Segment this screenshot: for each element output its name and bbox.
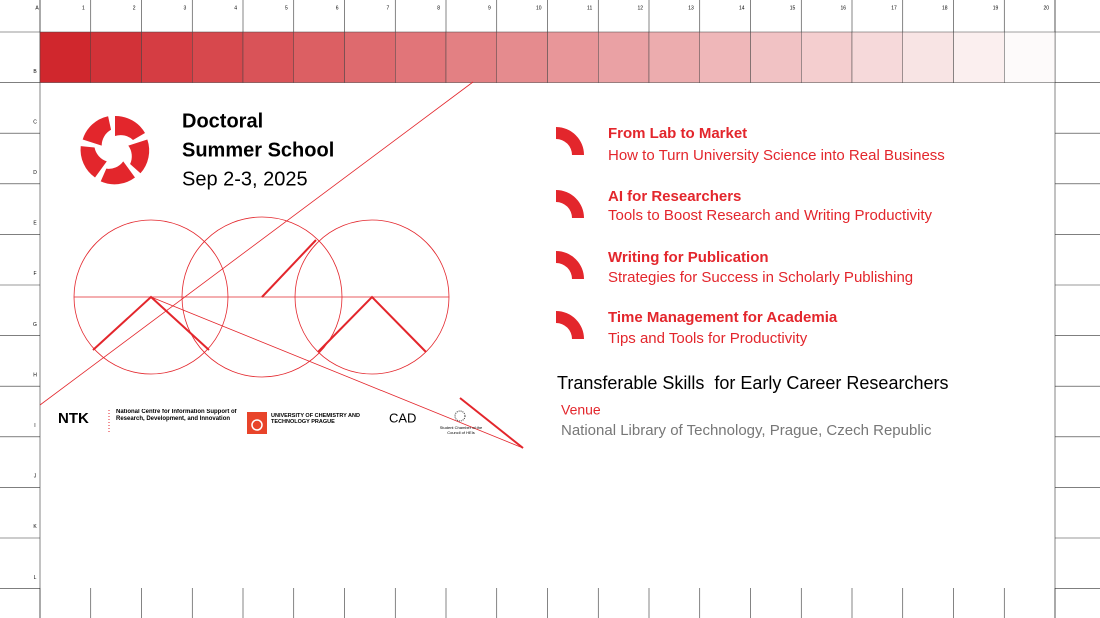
uct-logo [247,412,267,434]
session-icon [556,127,584,155]
title: Summer School [182,139,334,161]
swatch [750,31,802,83]
swatch [192,31,244,83]
column-label: 4 [234,5,237,11]
venue: National Library of Technology, Prague, … [561,422,932,439]
column-label: 16 [840,5,846,11]
column-label: 17 [891,5,897,11]
row-label: A [35,5,39,11]
logo-petal [115,115,145,140]
column-label: 1 [82,5,85,11]
row-label: J [34,474,37,480]
logo [80,115,150,185]
session-icon [556,251,584,279]
row-label: L [34,575,37,581]
swatch [801,31,853,83]
geometry [39,81,524,449]
swatch [1004,31,1056,83]
swatch [851,31,903,83]
column-label: 8 [437,5,440,11]
column-label: 18 [942,5,948,11]
column-label: 20 [1043,5,1049,11]
column-label: 3 [183,5,186,11]
uct-logo [251,419,263,431]
column-label: 15 [790,5,796,11]
swatch [242,31,294,83]
ntk-text: National Centre for Information Support … [116,409,237,422]
color-strip [39,31,1056,83]
swatch [90,31,142,83]
column-label: 5 [285,5,288,11]
session-icon [556,311,584,339]
row-label: E [33,221,37,227]
swatch [39,31,91,83]
row-label: C [33,119,37,125]
swatch [699,31,751,83]
cad-logo: CAD [389,410,416,425]
ntk-logo: NTK [58,410,89,427]
line [150,296,524,449]
session-title: AI for Researchers [608,188,741,205]
session-subtitle: Tips and Tools for Productivity [608,330,808,347]
row-label: K [33,524,37,530]
logo-petal [128,139,150,174]
swatch [293,31,345,83]
logo-petal [80,146,107,178]
session-subtitle: Tools to Boost Research and Writing Prod… [608,207,933,224]
column-label: 12 [637,5,643,11]
logo-petal [100,161,135,185]
program: Transferable Skills for Early Career Res… [557,373,948,393]
logo-petal [82,116,112,146]
swatch [445,31,497,83]
column-label: 14 [739,5,745,11]
column-label: 13 [688,5,694,11]
chamber-logo [454,410,466,422]
column-label: 6 [336,5,339,11]
chamber-text: Student Chamber of the Council of HEIs [439,425,483,435]
session-title: Time Management for Academia [608,309,838,326]
row-label: I [34,423,35,429]
row-label: H [33,372,37,378]
column-label: 2 [133,5,136,11]
line [317,295,427,353]
line [39,81,474,406]
column-label: 9 [488,5,491,11]
swatch [547,31,599,83]
line [92,295,210,351]
uct-text: UNIVERSITY OF CHEMISTRY AND TECHNOLOGY P… [271,413,360,425]
column-label: 19 [993,5,999,11]
partners: NTK National Centre for Information Supp… [58,409,483,435]
column-label: 11 [587,5,592,11]
swatch [648,31,700,83]
dates: Sep 2-3, 2025 [182,168,308,190]
swatch [141,31,193,83]
swatch [598,31,650,83]
sessions: From Lab to Market How to Turn University… [556,125,945,347]
session-icon [556,190,584,218]
title: Doctoral [182,110,263,132]
row-label: F [33,271,36,277]
chamber-text: Student Chamber of the Council of HEIs [439,425,483,435]
column-label: 7 [386,5,389,11]
swatch [496,31,548,83]
line [459,397,524,449]
session-title: From Lab to Market [608,125,747,142]
ntk-text: National Centre for Information Support … [116,409,237,422]
row-label: G [33,322,37,328]
uct-text: UNIVERSITY OF CHEMISTRY AND TECHNOLOGY P… [271,413,360,425]
swatch [344,31,396,83]
venue-label: Venue [561,402,601,418]
session-subtitle: How to Turn University Science into Real… [608,147,945,164]
swatch [395,31,447,83]
session-subtitle: Strategies for Success in Scholarly Publ… [608,269,913,286]
swatch [953,31,1005,83]
line [261,239,317,298]
row-label: D [33,170,37,176]
session-title: Writing for Publication [608,249,769,266]
swatch [902,31,954,83]
column-label: 10 [536,5,542,11]
row-label: B [33,69,37,75]
